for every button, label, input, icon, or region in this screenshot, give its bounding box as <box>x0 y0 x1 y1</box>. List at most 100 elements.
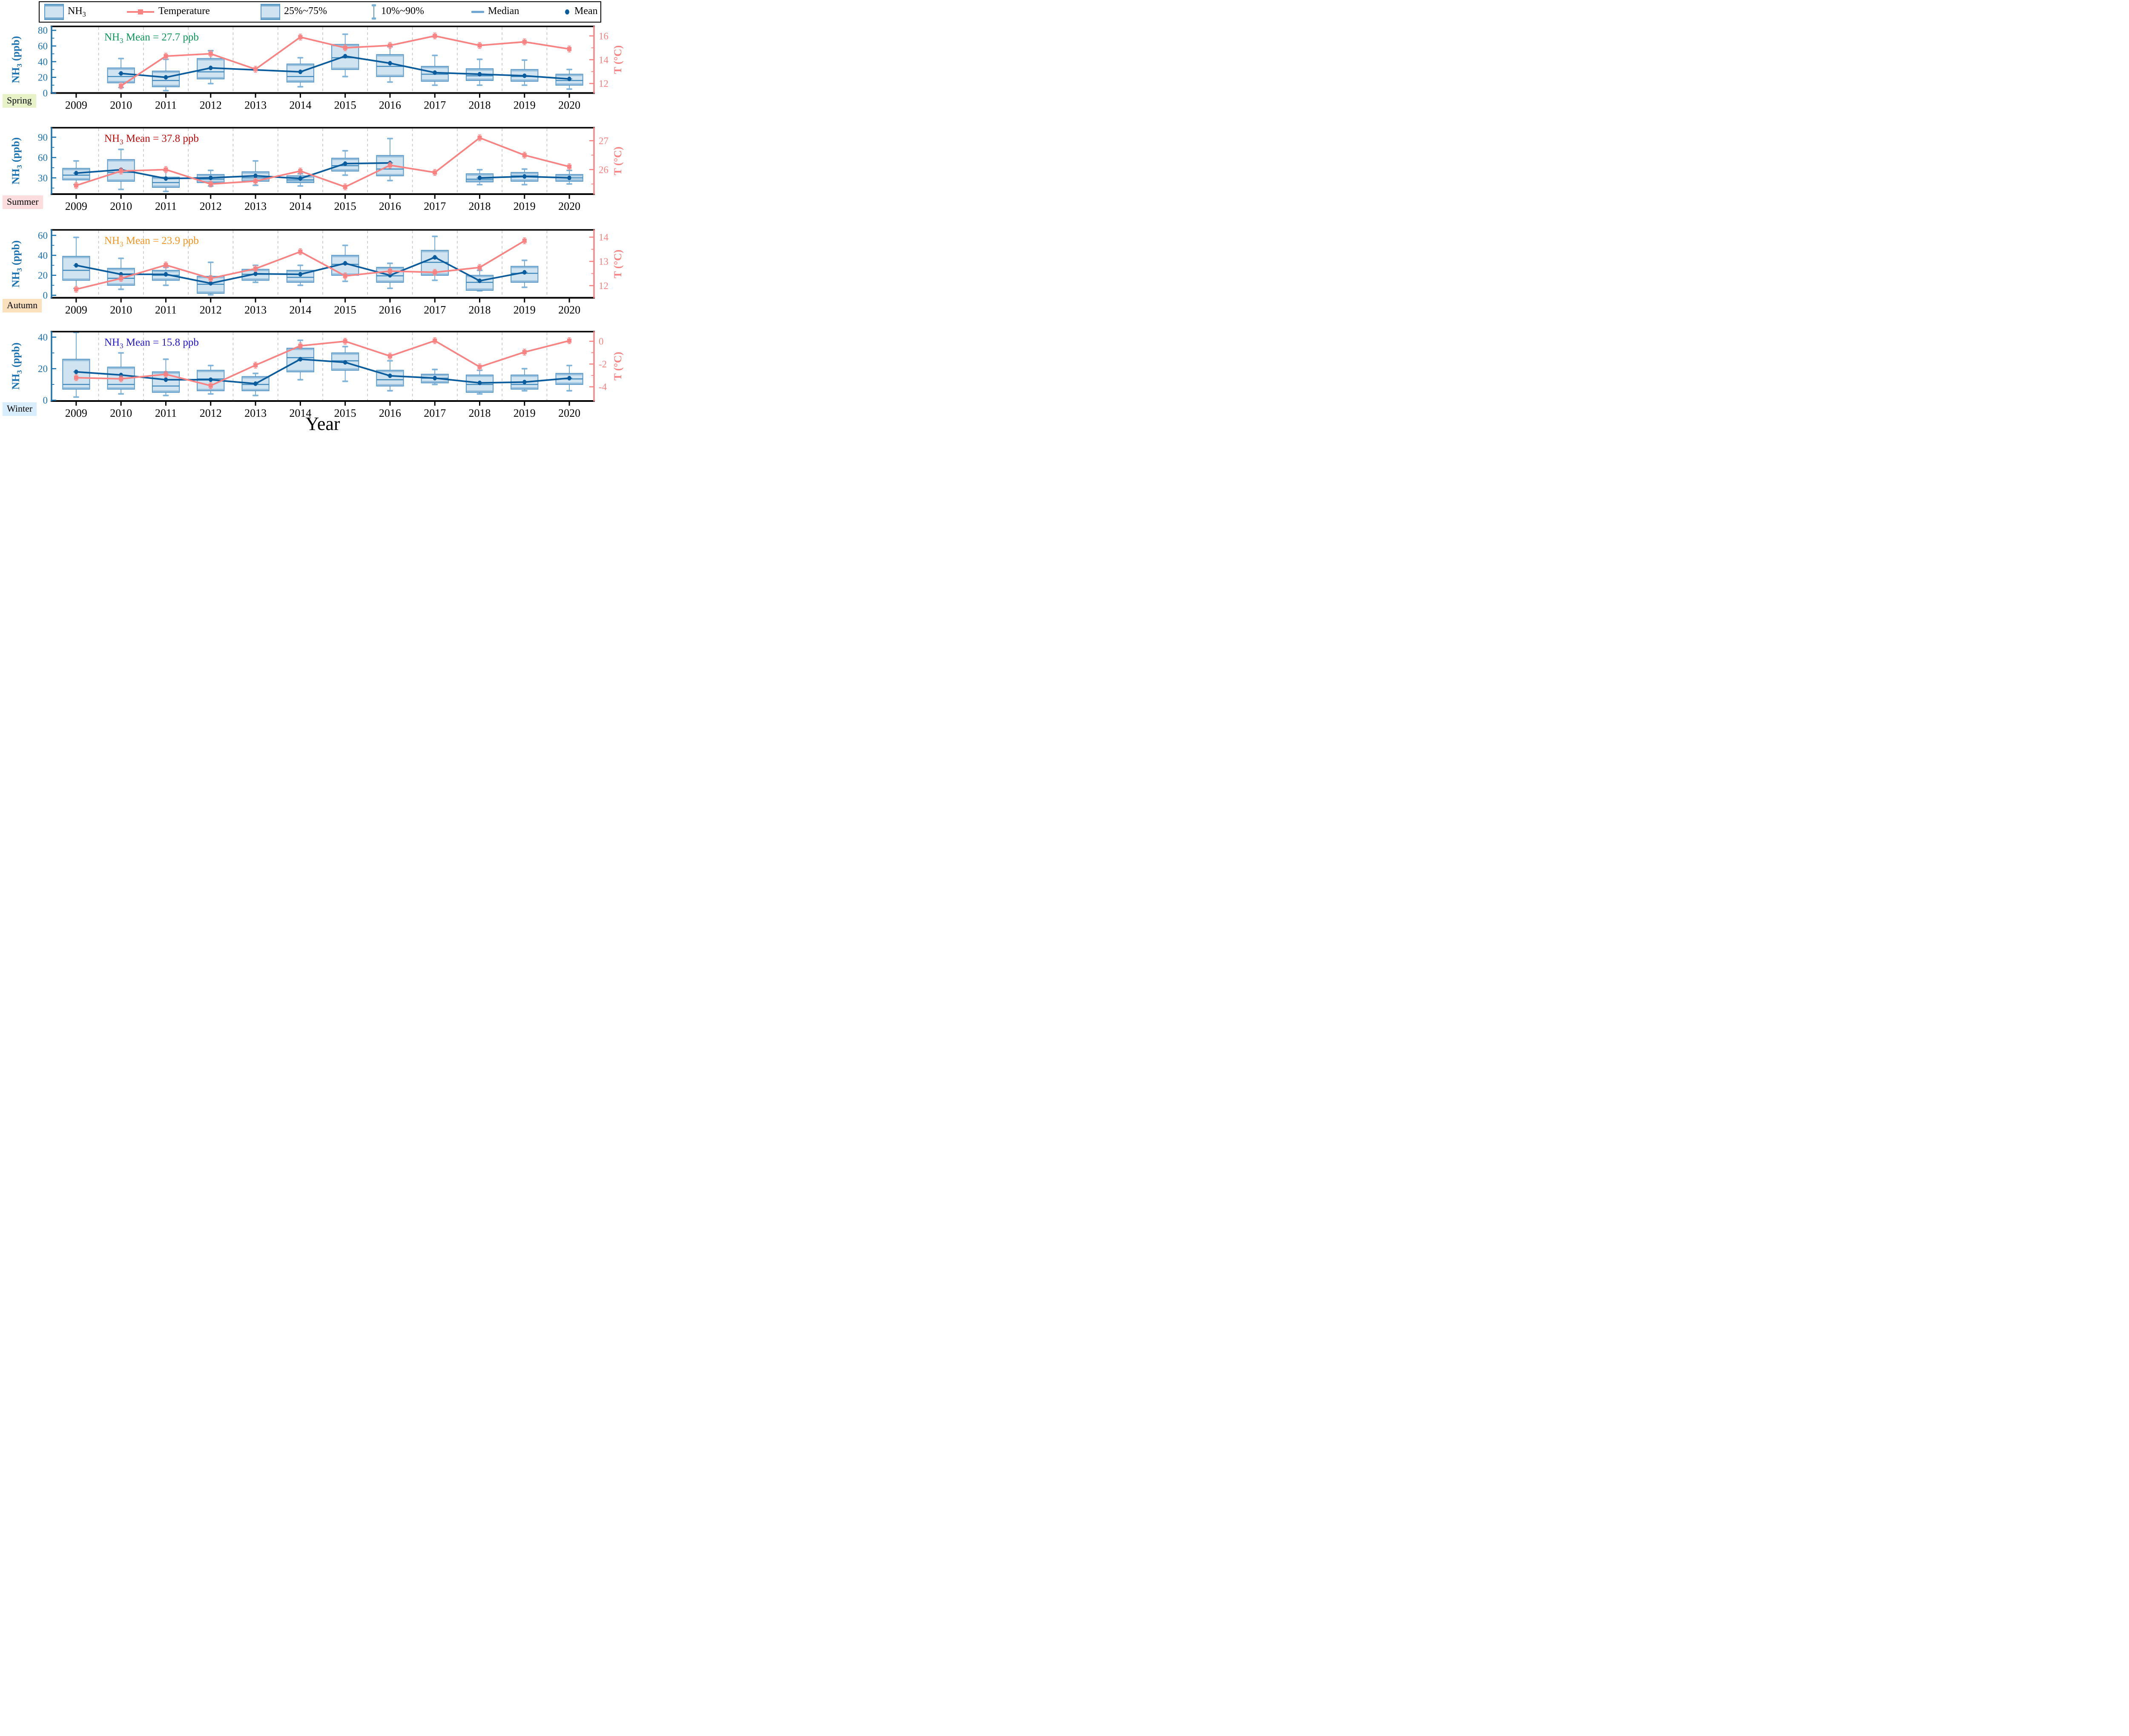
temperature-marker <box>253 179 258 183</box>
box-top-band <box>467 275 493 278</box>
box-top-band <box>287 271 313 272</box>
annotation-winter-mean: NH3 Mean = 15.8 ppb <box>104 337 199 350</box>
whisker-cap <box>432 384 438 386</box>
x-tick-label: 2015 <box>334 304 356 316</box>
box-2016 <box>376 360 404 392</box>
y-right-tick-label: 0 <box>599 336 604 347</box>
x-tick-label: 2011 <box>155 200 177 212</box>
x-tick-label: 2011 <box>155 304 177 316</box>
box-bottom-band <box>332 67 358 69</box>
y-left-tick-label: 60 <box>38 152 48 163</box>
whisker-cap <box>432 84 438 86</box>
whisker-cap <box>387 360 393 362</box>
box-top-band <box>198 370 224 372</box>
x-tick-label: 2013 <box>244 407 267 419</box>
y-axis-title-right-winter: T (°C) <box>612 352 624 381</box>
box-top-band <box>511 173 537 175</box>
mean-dot <box>209 281 213 286</box>
legend-item-whisker-range: 10%~90% <box>370 2 424 22</box>
whisker-cap <box>342 174 348 176</box>
x-tick-label: 2017 <box>424 200 446 212</box>
temperature-marker <box>164 372 168 377</box>
mean-dot <box>164 272 168 277</box>
errorbar-swatch-icon <box>372 4 376 20</box>
x-tick-label: 2018 <box>469 407 491 419</box>
whisker-cap <box>476 183 483 186</box>
whisker-cap <box>207 169 214 172</box>
whisker-cap <box>521 84 528 86</box>
y-left-tick-label: 60 <box>38 230 48 241</box>
whisker-cap <box>387 390 393 392</box>
temperature-marker <box>164 167 168 172</box>
mean-dot <box>567 175 571 180</box>
mean-dot <box>253 271 258 276</box>
box-top-band <box>377 156 403 158</box>
box-top-band <box>422 251 448 252</box>
whisker-cap <box>73 236 79 238</box>
x-tick-label: 2020 <box>558 200 580 212</box>
y-right-tick-label: 26 <box>599 164 608 175</box>
box-bottom-band <box>198 77 224 79</box>
whisker-cap <box>476 84 483 86</box>
temperature-marker <box>253 363 258 367</box>
whisker-cap <box>342 280 348 282</box>
whisker-cap <box>476 393 483 395</box>
box-bottom-band <box>332 368 358 370</box>
y-axis-title-right-autumn: T (°C) <box>612 249 624 278</box>
x-tick-label: 2011 <box>155 99 177 112</box>
box-2019 <box>511 59 539 86</box>
y-left-tick-label: 20 <box>38 270 48 281</box>
temperature-marker <box>343 46 347 50</box>
panel-summer: 30 60 90 26 27 2009 2010 2011 2012 2013 2014 2015 20… <box>38 127 608 212</box>
legend-label: Median <box>488 5 519 17</box>
box-bottom-band <box>332 169 358 171</box>
legend-label: Mean <box>574 5 598 17</box>
box-top-band <box>287 349 313 350</box>
box-rect <box>376 370 404 387</box>
temperature-marker <box>119 83 123 88</box>
y-axis-title-left-spring: NH3 (ppb) <box>10 36 23 83</box>
mean-dot <box>298 357 302 362</box>
whisker-cap <box>73 396 79 398</box>
whisker-cap <box>297 57 304 59</box>
mean-dot <box>388 373 392 378</box>
whisker-cap <box>118 149 124 150</box>
whisker-cap <box>387 287 393 289</box>
box-top-band <box>467 69 493 71</box>
temperature-marker <box>433 170 437 175</box>
whisker-cap <box>521 183 528 186</box>
temperature-line <box>76 137 570 188</box>
y-left-tick-label: 40 <box>38 332 48 343</box>
x-tick-label: 2014 <box>289 200 311 212</box>
legend-label: 10%~90% <box>381 5 424 17</box>
whisker-cap <box>566 390 573 392</box>
y-right-tick-label: 12 <box>599 281 608 291</box>
mean-dot <box>343 360 347 365</box>
annotation-spring-mean: NH3 Mean = 27.7 ppb <box>104 32 199 45</box>
whisker-cap <box>521 390 528 392</box>
whisker-cap <box>297 284 304 286</box>
temperature-marker <box>208 383 213 388</box>
whisker-cap <box>387 138 393 140</box>
whisker-cap <box>297 264 304 266</box>
legend-label: NH3 <box>68 5 86 18</box>
box-bottom-band <box>557 83 582 85</box>
box-bottom-band <box>63 178 89 180</box>
temperature-marker <box>208 52 213 56</box>
whisker-cap <box>252 281 259 284</box>
whisker-cap <box>342 244 348 246</box>
box-bottom-band <box>377 74 403 76</box>
x-tick-label: 2013 <box>244 99 267 112</box>
temperature-marker <box>208 276 213 281</box>
box-top-band <box>332 256 358 258</box>
y-axis-title-left-autumn: NH3 (ppb) <box>10 240 23 288</box>
y-left-tick-label: 40 <box>38 57 48 67</box>
whisker-cap <box>163 190 169 192</box>
y-axis-title-left-winter: NH3 (ppb) <box>10 342 23 390</box>
temperature-marker <box>119 376 123 381</box>
whisker-cap <box>521 59 528 61</box>
temperature-marker <box>253 266 258 271</box>
temperature-marker <box>477 135 482 140</box>
temperature-marker <box>298 249 303 254</box>
x-tick-label: 2019 <box>514 99 536 112</box>
